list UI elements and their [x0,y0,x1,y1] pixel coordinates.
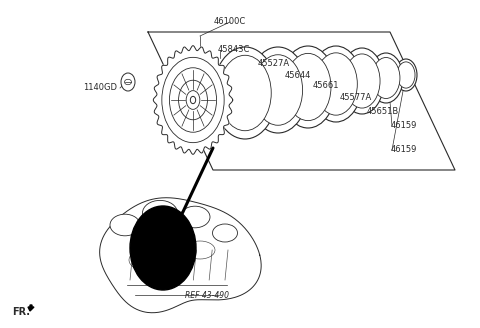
Text: 45651B: 45651B [367,107,399,115]
Text: 45661: 45661 [313,81,339,91]
Ellipse shape [253,55,302,125]
Text: 45527A: 45527A [258,59,290,69]
Ellipse shape [213,224,238,242]
Text: 46159: 46159 [391,146,418,154]
Text: 45843C: 45843C [218,46,251,54]
Ellipse shape [315,53,357,115]
Ellipse shape [344,54,380,108]
Polygon shape [100,198,261,313]
Text: 46100C: 46100C [214,17,246,27]
Ellipse shape [110,214,140,236]
Ellipse shape [369,53,403,103]
Ellipse shape [213,47,277,139]
Text: REF 43-490: REF 43-490 [185,291,229,299]
Ellipse shape [130,206,196,290]
Text: FR.: FR. [12,307,30,317]
Ellipse shape [372,57,400,98]
Ellipse shape [397,62,415,88]
Ellipse shape [191,96,196,104]
Polygon shape [28,305,34,311]
Ellipse shape [180,206,210,228]
Text: 45644: 45644 [285,71,312,79]
Ellipse shape [248,47,308,133]
Ellipse shape [280,46,336,128]
Ellipse shape [121,73,135,91]
Ellipse shape [124,79,132,85]
Ellipse shape [340,48,384,114]
Text: 46159: 46159 [391,121,418,131]
Ellipse shape [285,53,331,121]
Text: 45577A: 45577A [340,93,372,102]
Ellipse shape [143,200,178,226]
Ellipse shape [395,59,417,91]
Polygon shape [153,46,233,154]
Text: 1140GD: 1140GD [83,84,117,92]
Ellipse shape [310,46,362,122]
Ellipse shape [219,55,271,131]
